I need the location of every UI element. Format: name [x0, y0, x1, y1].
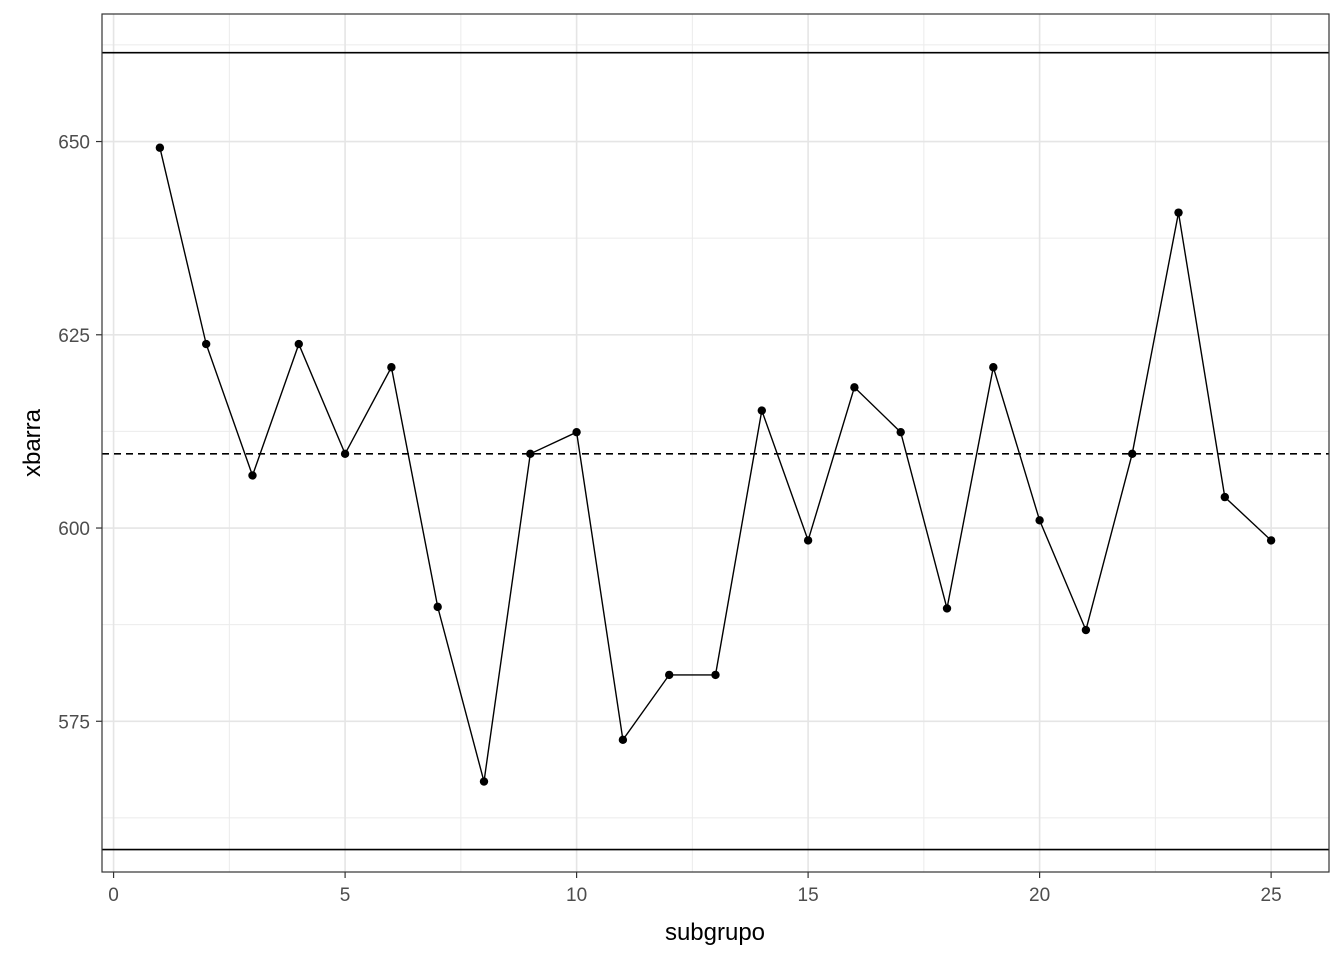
y-tick-label: 575	[58, 712, 90, 733]
data-point	[711, 670, 720, 680]
x-tick-label: 20	[1029, 885, 1050, 906]
major-gridlines	[102, 14, 1329, 872]
y-tick-label: 650	[58, 133, 90, 154]
data-point	[479, 777, 489, 786]
data-point	[387, 363, 396, 372]
data-point	[248, 471, 257, 480]
data-point	[433, 602, 442, 612]
data-point	[850, 383, 859, 392]
data-point	[942, 604, 952, 613]
data-point	[618, 735, 628, 745]
data-point	[1081, 625, 1091, 635]
x-tick-label: 0	[108, 885, 119, 906]
x-axis-title: subgrupo	[665, 919, 765, 946]
panel-border	[101, 13, 1330, 873]
y-tick-label: 600	[58, 519, 90, 540]
minor-gridlines	[102, 14, 1329, 872]
data-point	[989, 363, 998, 372]
data-point	[1266, 536, 1276, 545]
data-point	[664, 670, 674, 680]
x-tick-label: 25	[1261, 885, 1282, 906]
data-point	[294, 339, 303, 349]
data-point	[1174, 208, 1183, 217]
data-point	[572, 427, 581, 437]
data-point	[757, 406, 767, 415]
x-axis-ticks: 0 5 10 15 20 25	[108, 872, 1282, 906]
data-point	[1220, 492, 1230, 502]
data-point	[201, 339, 211, 349]
reference-lines	[102, 51, 1329, 851]
data-point	[896, 427, 905, 437]
y-tick-label: 625	[58, 326, 90, 347]
data-point	[803, 536, 813, 545]
x-tick-label: 10	[566, 885, 587, 906]
data-point	[1128, 449, 1137, 459]
panel-background	[102, 14, 1329, 872]
data-point	[526, 449, 535, 459]
series-points	[155, 143, 1276, 786]
y-axis-ticks: 575 600 625 650	[58, 133, 102, 733]
x-tick-label: 15	[798, 885, 819, 906]
data-point	[155, 143, 165, 152]
y-axis-title: xbarra	[19, 408, 46, 477]
data-point	[340, 449, 350, 459]
data-point	[1035, 516, 1044, 525]
x-tick-label: 5	[340, 885, 351, 906]
